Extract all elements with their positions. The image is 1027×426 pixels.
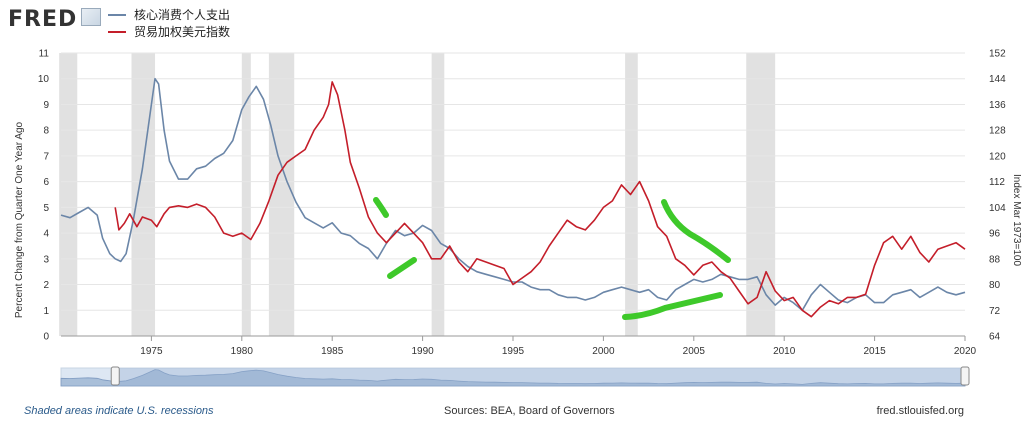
right-tick-label: 80 xyxy=(989,280,1001,291)
x-tick-label: 2015 xyxy=(863,346,886,357)
sources-text: Sources: BEA, Board of Governors xyxy=(444,405,615,417)
highlight-mark-2 xyxy=(622,292,723,320)
right-tick-label: 104 xyxy=(989,203,1006,214)
range-navigator[interactable] xyxy=(60,366,970,387)
right-tick-label: 136 xyxy=(989,100,1006,111)
gridlines xyxy=(61,52,965,337)
x-tick-label: 1985 xyxy=(321,346,344,357)
right-tick-label: 96 xyxy=(989,229,1001,240)
highlight-marks xyxy=(373,197,731,320)
chart-header: FRED 核心消费个人支出 贸易加权美元指数 xyxy=(0,0,1027,46)
navigator-left-handle[interactable] xyxy=(110,366,120,386)
left-tick-label: 3 xyxy=(43,254,49,265)
right-axis: 64 72 80 88 96 104 112 120 128 136 144 152 xyxy=(989,49,1006,343)
left-tick-label: 2 xyxy=(43,280,49,291)
x-tick-label: 2005 xyxy=(683,346,706,357)
highlight-mark-3 xyxy=(661,199,731,263)
series-lines xyxy=(60,77,966,318)
right-tick-label: 88 xyxy=(989,254,1001,265)
fred-link[interactable]: fred.stlouisfed.org xyxy=(876,405,964,417)
highlight-mark-1 xyxy=(387,257,417,279)
left-axis: 0 1 2 3 4 5 6 7 8 9 10 11 xyxy=(38,49,50,343)
chart-footer: Shaded areas indicate U.S. recessions So… xyxy=(0,398,1027,426)
x-tick-label: 2000 xyxy=(592,346,615,357)
right-tick-label: 152 xyxy=(989,49,1006,60)
left-tick-label: 11 xyxy=(39,49,50,60)
x-tick-label: 1995 xyxy=(502,346,525,357)
left-tick-label: 10 xyxy=(38,74,50,85)
right-tick-label: 64 xyxy=(989,332,1001,343)
recession-band-0 xyxy=(59,53,78,336)
navigator-area xyxy=(60,369,966,387)
left-tick-label: 1 xyxy=(43,306,49,317)
legend-label-dollar-index: 贸易加权美元指数 xyxy=(134,25,231,39)
series-line-pce xyxy=(60,77,966,312)
recession-band-6 xyxy=(746,53,776,336)
legend-swatch-pce xyxy=(108,13,126,16)
left-tick-label: 6 xyxy=(43,177,49,188)
x-tick-label: 2020 xyxy=(954,346,977,357)
legend-item-pce[interactable]: 核心消费个人支出 xyxy=(108,6,230,23)
recession-note: Shaded areas indicate U.S. recessions xyxy=(24,405,214,417)
left-tick-label: 0 xyxy=(43,332,49,343)
recession-band-3 xyxy=(268,53,295,336)
x-tick-label: 1980 xyxy=(231,346,254,357)
series-line-dollar-index xyxy=(114,81,966,318)
legend-swatch-dollar-index xyxy=(108,30,126,33)
fred-logo[interactable]: FRED xyxy=(8,7,78,32)
right-tick-label: 144 xyxy=(989,74,1006,85)
left-tick-label: 7 xyxy=(43,151,49,162)
chart-canvas: 0 1 2 3 4 5 6 7 8 9 10 11 64 72 80 88 96 104 112 120 128 136… xyxy=(14,49,1022,387)
right-tick-label: 128 xyxy=(989,126,1006,137)
x-tick-label: 2010 xyxy=(773,346,796,357)
recession-band-2 xyxy=(241,53,251,336)
navigator-right-handle[interactable] xyxy=(960,366,970,386)
x-axis: 1975 1980 1985 1990 1995 2000 2005 2010 2015 2020 xyxy=(140,336,977,357)
left-axis-title: Percent Change from Quarter One Year Ago xyxy=(14,121,25,318)
left-tick-label: 8 xyxy=(43,126,49,137)
legend-item-dollar-index[interactable]: 贸易加权美元指数 xyxy=(108,23,230,40)
left-tick-label: 9 xyxy=(43,100,49,111)
fred-logo-graph-icon xyxy=(81,8,101,26)
right-axis-title: Index Mar 1973=100 xyxy=(1011,174,1022,266)
right-tick-label: 120 xyxy=(989,151,1006,162)
legend-label-pce: 核心消费个人支出 xyxy=(134,8,231,22)
x-tick-label: 1975 xyxy=(140,346,163,357)
x-tick-label: 1990 xyxy=(411,346,434,357)
left-tick-label: 4 xyxy=(43,229,49,240)
navigator-selection xyxy=(115,368,966,386)
recession-band-1 xyxy=(131,53,156,336)
left-tick-label: 5 xyxy=(43,203,49,214)
right-tick-label: 72 xyxy=(989,306,1001,317)
highlight-mark-0 xyxy=(373,197,389,218)
recession-band-4 xyxy=(431,53,445,336)
legend: 核心消费个人支出 贸易加权美元指数 xyxy=(108,6,230,40)
recession-bands xyxy=(59,53,776,336)
right-tick-label: 112 xyxy=(989,177,1005,188)
